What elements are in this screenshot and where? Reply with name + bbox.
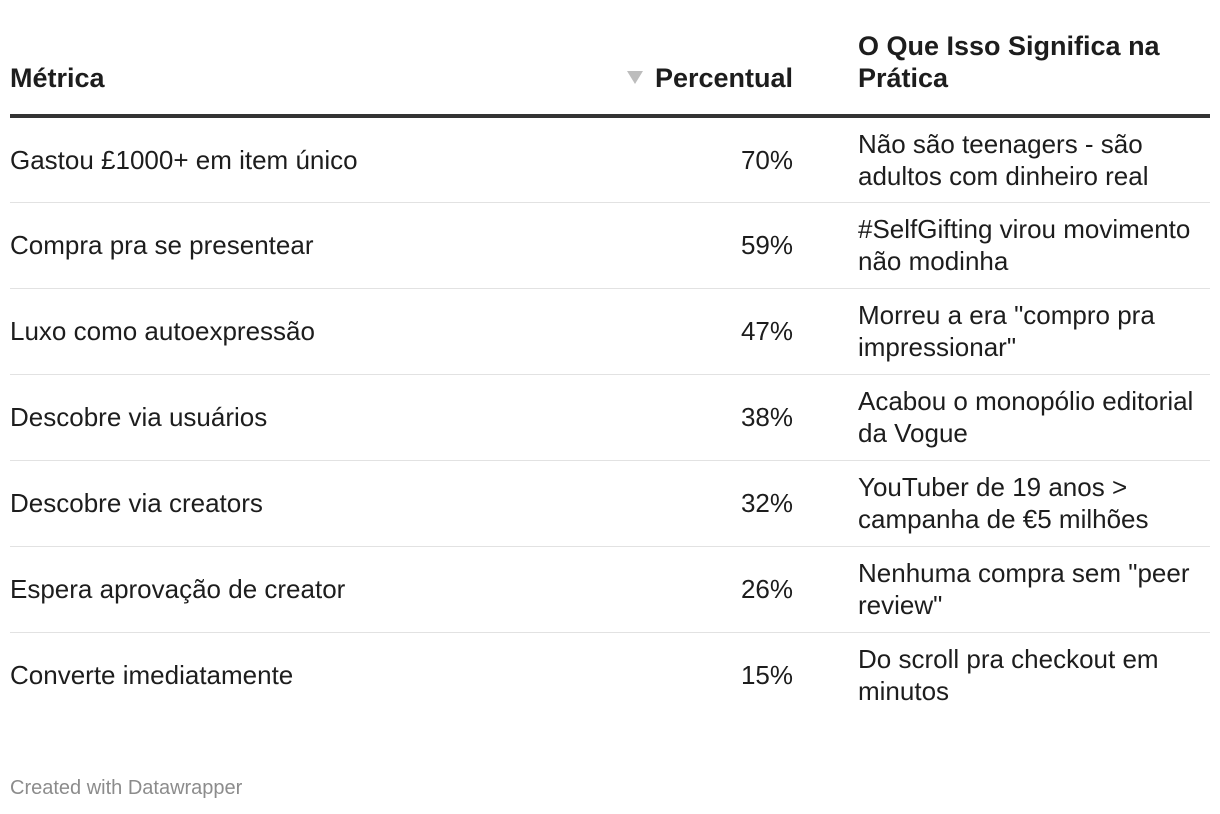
table-row: Espera aprovação de creator 26% Nenhuma co… xyxy=(10,546,1210,633)
percent-cell: 47% xyxy=(620,288,793,375)
table-row: Compra pra se presentear 59% #SelfGifting … xyxy=(10,202,1210,289)
percent-cell: 15% xyxy=(740,660,793,691)
percent-cell: 38% xyxy=(620,374,793,461)
table-row: Gastou £1000+ em item único 70% Não são te… xyxy=(10,116,1210,203)
metric-cell: Gastou £1000+ em item único xyxy=(10,116,620,203)
column-header-meaning-label: O Que Isso Significa na Prática xyxy=(858,31,1160,93)
data-table-container: Métrica Percentual O Que Isso Significa … xyxy=(10,0,1210,718)
datawrapper-credit: Created with Datawrapper xyxy=(10,777,243,799)
metric-cell: Descobre via creators xyxy=(10,460,620,547)
metric-cell: Descobre via usuários xyxy=(10,374,620,461)
header-row: Métrica Percentual O Que Isso Significa … xyxy=(10,0,1210,118)
meaning-cell: Do scroll pra checkout em minutos xyxy=(858,644,1159,707)
table-row: Luxo como autoexpressão 47% Morreu a era "… xyxy=(10,288,1210,375)
table-header: Métrica Percentual O Que Isso Significa … xyxy=(10,0,1210,118)
meaning-cell: YouTuber de 19 anos > campanha de €5 mil… xyxy=(793,460,1210,547)
percent-cell: 32% xyxy=(620,460,793,547)
metric-cell: Luxo como autoexpressão xyxy=(10,288,620,375)
sort-descending-icon xyxy=(626,71,643,84)
percent-cell: 59% xyxy=(620,202,793,289)
column-header-meaning[interactable]: O Que Isso Significa na Prática xyxy=(793,0,1210,118)
column-header-percent-label: Percentual xyxy=(654,63,793,93)
column-header-metric-label: Métrica xyxy=(10,63,105,93)
table-row: Converte imediatamente 15% Do scroll pra c… xyxy=(10,632,1210,718)
column-header-percent[interactable]: Percentual xyxy=(620,0,793,118)
data-table: Métrica Percentual O Que Isso Significa … xyxy=(10,0,1210,718)
meaning-cell: Acabou o monopólio editorial da Vogue xyxy=(793,374,1210,461)
metric-cell: Espera aprovação de creator xyxy=(10,546,620,633)
meaning-cell: Morreu a era "compro pra impressionar" xyxy=(793,288,1210,375)
metric-cell: Compra pra se presentear xyxy=(10,202,620,289)
meaning-cell: Nenhuma compra sem "peer review" xyxy=(793,546,1210,633)
table-row: Descobre via usuários 38% Acabou o monopól… xyxy=(10,374,1210,461)
percent-cell: 70% xyxy=(620,116,793,203)
percent-cell: 26% xyxy=(620,546,793,633)
metric-cell: Converte imediatamente xyxy=(10,660,294,691)
meaning-cell: Não são teenagers - são adultos com dinh… xyxy=(793,116,1210,203)
column-header-metric[interactable]: Métrica xyxy=(10,0,620,118)
table-row: Descobre via creators 32% YouTuber de 19 a… xyxy=(10,460,1210,547)
meaning-cell: #SelfGifting virou movimento não modinha xyxy=(793,202,1210,289)
table-body: Gastou £1000+ em item único 70% Não são te… xyxy=(10,116,1210,718)
